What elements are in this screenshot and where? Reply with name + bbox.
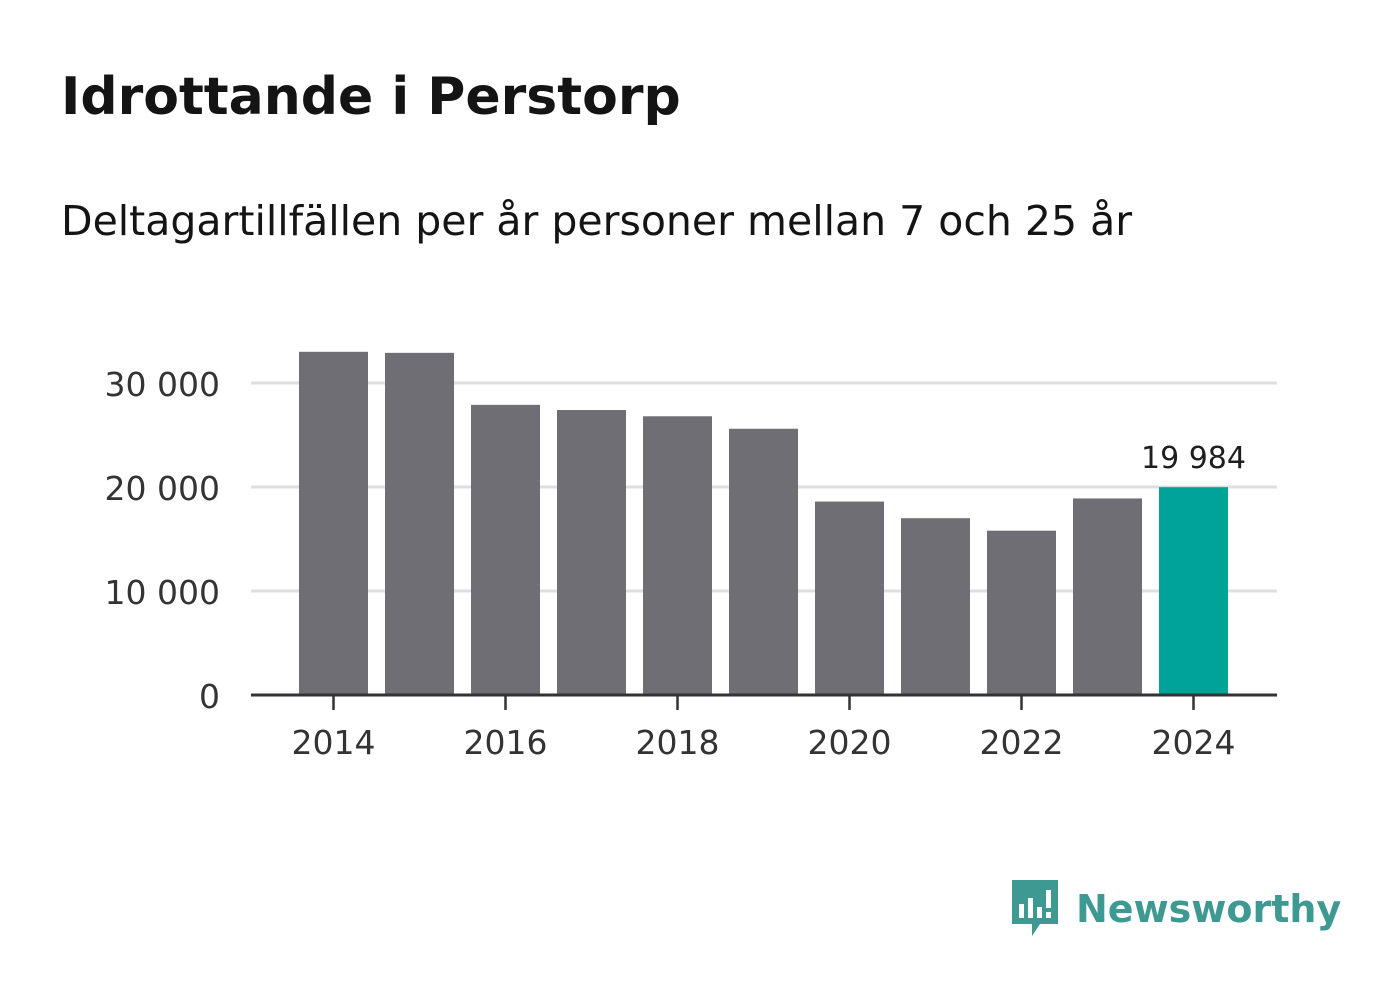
bar-2020	[815, 501, 884, 695]
axes	[251, 693, 1277, 710]
x-tick-label: 2014	[292, 723, 376, 762]
newsworthy-logo: Newsworthy	[1010, 878, 1341, 940]
bar-2015	[385, 352, 454, 695]
bar-2018	[643, 416, 712, 695]
newsworthy-logo-icon	[1012, 880, 1058, 936]
x-tick-label: 2020	[808, 723, 892, 762]
bar-2022	[987, 530, 1056, 695]
bar-2019	[729, 428, 798, 695]
bar-2021	[901, 518, 970, 695]
x-tick-label: 2018	[636, 723, 720, 762]
x-tick-label: 2024	[1152, 723, 1236, 762]
chart-title: Idrottande i Perstorp	[61, 67, 681, 127]
x-tick-label: 2022	[980, 723, 1064, 762]
bar-2014	[299, 351, 368, 695]
bar-2016	[471, 404, 540, 695]
y-tick-label: 30 000	[105, 365, 220, 404]
bar-2024	[1159, 487, 1228, 695]
labels: 0 10 000 20 000 30 000 19 984 2014 2016 2018 202…	[105, 365, 1246, 762]
y-tick-label: 0	[199, 677, 220, 716]
y-tick-label: 10 000	[105, 573, 220, 612]
bar-2017	[557, 410, 626, 695]
x-tick-label: 2016	[464, 723, 548, 762]
chart-subtitle: Deltagartillfällen per år personer mella…	[61, 197, 1133, 245]
data-label-2024: 19 984	[1141, 441, 1246, 476]
bar-2023	[1073, 498, 1142, 695]
bars	[299, 351, 1228, 695]
newsworthy-logo-text: Newsworthy	[1076, 887, 1342, 931]
y-tick-label: 20 000	[105, 469, 220, 508]
